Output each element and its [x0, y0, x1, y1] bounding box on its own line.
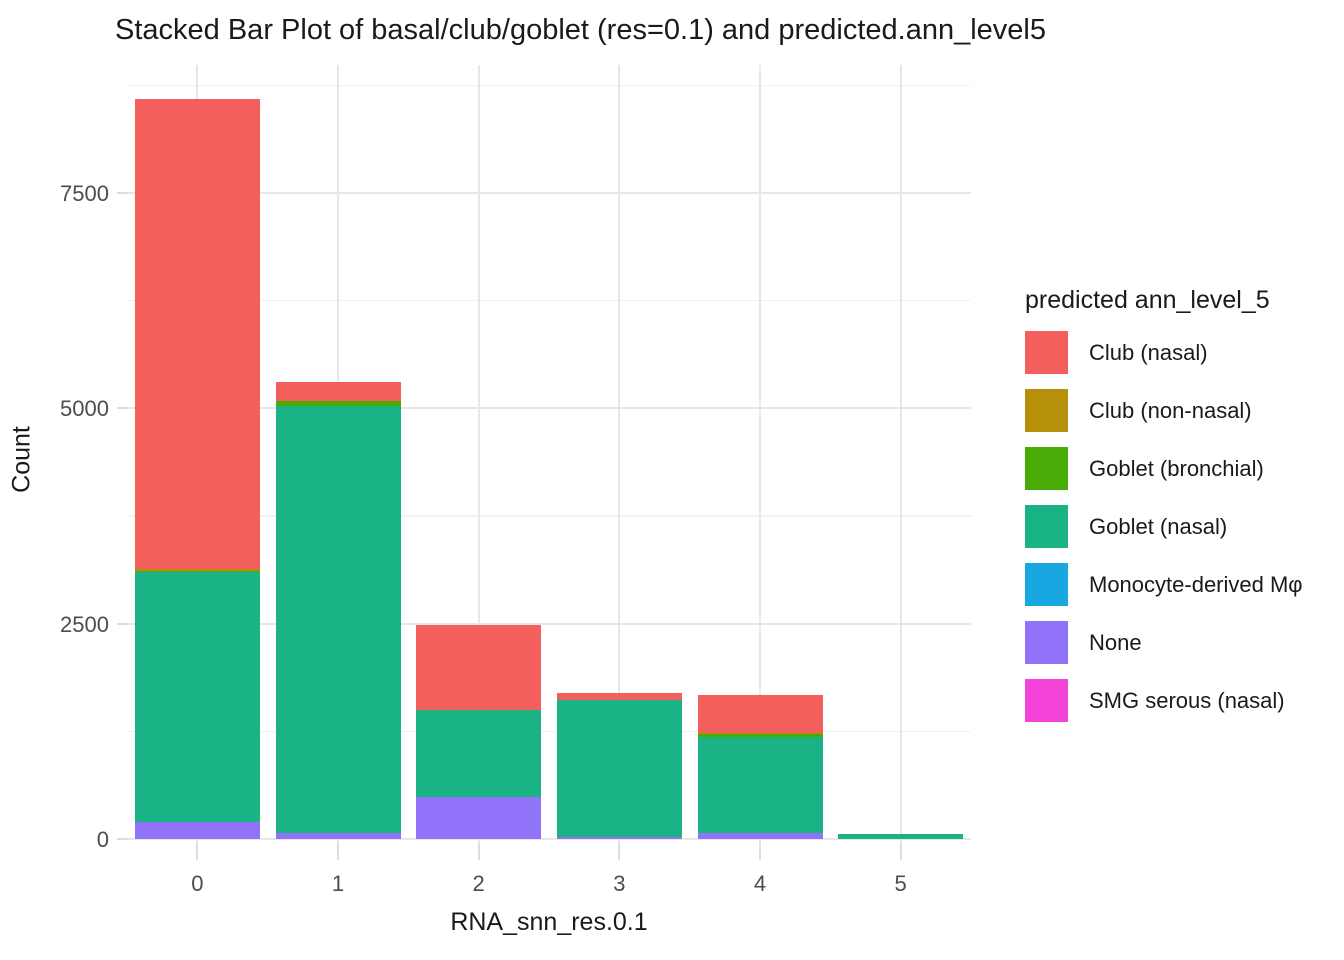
- legend-item: SMG serous (nasal): [1025, 679, 1303, 722]
- x-tick-0: [196, 845, 199, 860]
- x-tick-label-1: 1: [331, 871, 345, 896]
- legend-label: None: [1089, 629, 1142, 655]
- bar-4-segment: [697, 833, 823, 839]
- bar-3-segment: [556, 699, 682, 837]
- y-tick-label-5000: 5000: [60, 396, 109, 422]
- bar-5-segment: [838, 833, 964, 839]
- legend-swatch-icon: [1025, 447, 1068, 490]
- bar-0-segment: [134, 99, 260, 569]
- bar-0-segment: [134, 568, 260, 571]
- x-tick-label-3: 3: [613, 871, 626, 896]
- bar-1-segment: [275, 401, 401, 407]
- legend-label: Monocyte-derived Mφ: [1089, 571, 1303, 597]
- legend-title: predicted ann_level_5: [1025, 286, 1270, 314]
- plot-panel: [127, 65, 971, 845]
- bar-0-segment: [134, 570, 260, 572]
- gridline-x-5: [899, 65, 902, 845]
- x-axis-label: RNA_snn_res.0.1: [450, 908, 648, 936]
- legend-item: Club (nasal): [1025, 331, 1303, 374]
- legend-label: Goblet (nasal): [1089, 513, 1228, 539]
- gridline-x-4: [759, 65, 761, 845]
- gridline-minor-6250: [127, 299, 971, 302]
- gridline-major-7500: [127, 192, 971, 194]
- x-tick-label-0: 0: [191, 871, 204, 896]
- bar-1-segment: [275, 382, 401, 401]
- x-tick-2: [477, 845, 480, 860]
- x-tick-label-5: 5: [894, 871, 907, 896]
- y-tick-0: [117, 838, 127, 840]
- legend-label: SMG serous (nasal): [1089, 687, 1285, 713]
- legend-swatch-icon: [1025, 621, 1068, 664]
- legend-swatch-icon: [1025, 563, 1068, 606]
- legend-items: Club (nasal) Club (non-nasal) Goblet (bron…: [1025, 331, 1303, 722]
- bar-4-segment: [697, 736, 823, 834]
- legend-swatch-icon: [1025, 331, 1068, 374]
- gridline-minor-8750: [127, 84, 971, 87]
- chart-title: Stacked Bar Plot of basal/club/goblet (r…: [115, 14, 1047, 46]
- bar-3-segment: [556, 693, 682, 700]
- legend: predicted ann_level_5 Club (nasal) Club (…: [1025, 286, 1303, 737]
- x-tick-1: [337, 845, 339, 860]
- y-tick-2500: [117, 622, 127, 625]
- y-tick-label-0: 0: [96, 827, 109, 852]
- legend-item: Club (non-nasal): [1025, 389, 1303, 432]
- gridline-minor-3750: [127, 515, 971, 517]
- legend-swatch-icon: [1025, 505, 1068, 548]
- gridline-major-5000: [127, 407, 971, 410]
- legend-label: Club (nasal): [1089, 339, 1208, 365]
- gridline-x-2: [477, 65, 480, 845]
- legend-swatch-icon: [1025, 389, 1068, 432]
- bar-2-segment: [416, 624, 542, 710]
- x-tick-4: [759, 845, 761, 860]
- bar-0-segment: [134, 571, 260, 822]
- y-tick-5000: [117, 407, 127, 410]
- x-tick-3: [618, 845, 621, 860]
- bar-1-segment: [275, 406, 401, 833]
- legend-label: Club (non-nasal): [1089, 397, 1252, 423]
- y-tick-label-2500: 2500: [60, 611, 109, 637]
- bar-4-segment: [697, 732, 823, 734]
- legend-item: Goblet (nasal): [1025, 505, 1303, 548]
- x-tick-label-2: 2: [472, 871, 485, 896]
- legend-item: Monocyte-derived Mφ: [1025, 563, 1303, 606]
- y-tick-label-7500: 7500: [60, 181, 109, 206]
- bar-1-segment: [275, 832, 401, 839]
- legend-item: None: [1025, 621, 1303, 664]
- bar-4-segment: [697, 694, 823, 733]
- legend-item: Goblet (bronchial): [1025, 447, 1303, 490]
- x-tick-label-4: 4: [753, 871, 767, 896]
- legend-label: Goblet (bronchial): [1089, 455, 1264, 481]
- gridline-minor-1250: [127, 730, 971, 733]
- y-tick-7500: [117, 192, 127, 194]
- legend-swatch-icon: [1025, 679, 1068, 722]
- gridline-x-3: [618, 65, 621, 845]
- x-tick-5: [899, 845, 902, 860]
- bar-4-segment: [697, 733, 823, 737]
- bar-3-segment: [556, 836, 682, 839]
- gridline-major-0: [127, 838, 971, 840]
- bar-2-segment: [416, 709, 542, 797]
- bar-2-segment: [416, 796, 542, 839]
- bar-0-segment: [134, 821, 260, 839]
- gridline-major-2500: [127, 622, 971, 625]
